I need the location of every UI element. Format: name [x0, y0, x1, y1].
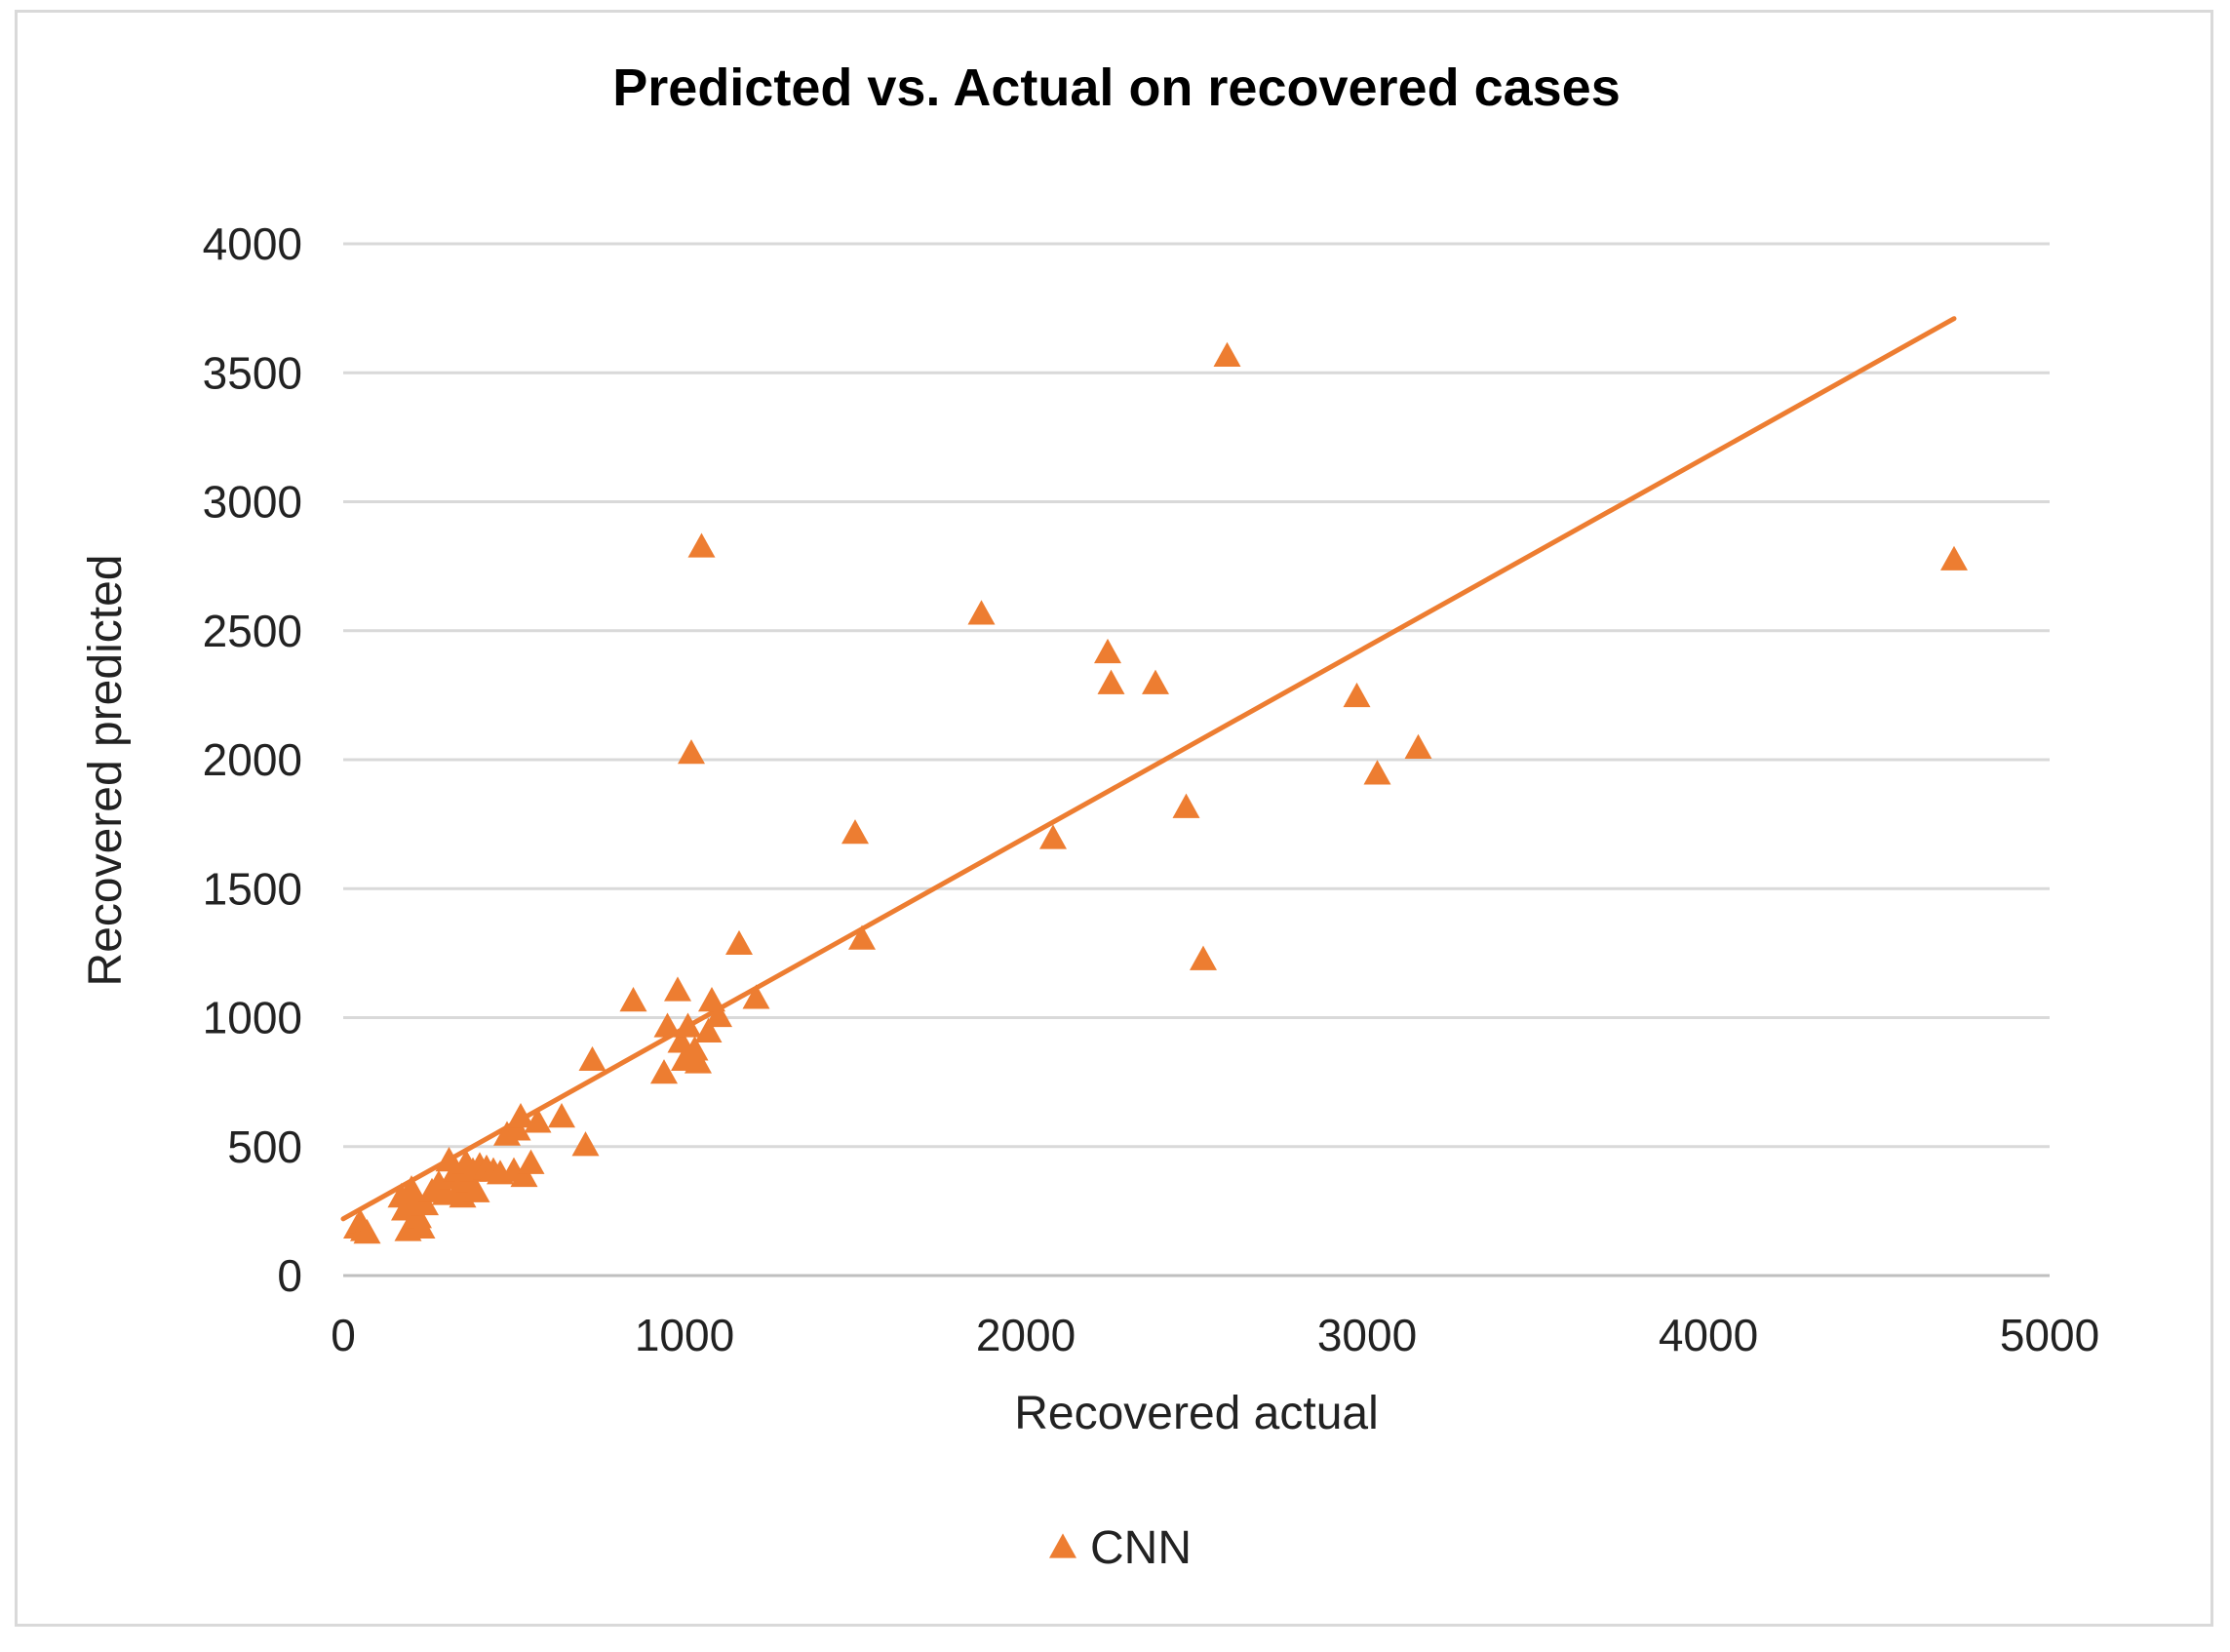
x-tick-labels: 0 1000 2000 3000 4000 5000 [331, 1310, 2099, 1360]
y-tick-label: 0 [277, 1250, 302, 1301]
chart-title: Predicted vs. Actual on recovered cases [612, 59, 1621, 117]
y-tick-label: 2500 [203, 606, 302, 656]
data-point [667, 1028, 695, 1053]
legend-marker-triangle-icon [1049, 1533, 1076, 1558]
data-point [578, 1045, 606, 1072]
data-point [1190, 945, 1217, 970]
x-axis-label: Recovered actual [1014, 1388, 1379, 1439]
data-point [1343, 682, 1371, 708]
data-point [725, 929, 753, 956]
x-tick-label: 1000 [635, 1310, 734, 1360]
legend: CNN [1049, 1522, 1192, 1574]
data-point [681, 1036, 709, 1061]
x-tick-label: 4000 [1659, 1310, 1758, 1360]
data-point [967, 600, 996, 625]
data-point [548, 1103, 575, 1128]
data-point [1404, 733, 1432, 759]
legend-label: CNN [1090, 1522, 1192, 1574]
x-tick-label: 0 [331, 1310, 356, 1360]
y-tick-label: 500 [227, 1121, 302, 1172]
data-point [674, 1012, 702, 1038]
data-point [1213, 341, 1241, 367]
y-tick-label: 3000 [203, 477, 302, 528]
gridlines [343, 242, 2050, 1149]
data-points [343, 341, 1968, 1244]
data-point [653, 1012, 682, 1038]
data-point [664, 976, 691, 1002]
data-point [503, 1116, 531, 1141]
data-point [687, 532, 716, 558]
y-axis-label: Recovered predicted [80, 555, 132, 987]
data-point [398, 1175, 425, 1200]
data-point [678, 739, 705, 765]
data-point [510, 1161, 538, 1188]
data-point [650, 1059, 678, 1084]
data-point [1172, 793, 1200, 818]
data-point [685, 1048, 712, 1074]
data-point [619, 987, 647, 1012]
y-tick-label: 1000 [203, 993, 302, 1043]
data-point [524, 1108, 552, 1133]
data-point [841, 819, 869, 845]
y-tick-labels: 0 500 1000 1500 2000 2500 3000 3500 4000 [203, 218, 302, 1301]
data-point [517, 1149, 545, 1174]
y-tick-label: 3500 [203, 347, 302, 398]
data-point [1039, 824, 1067, 849]
data-point [408, 1213, 436, 1239]
data-point [1940, 545, 1968, 570]
trendline [340, 316, 1957, 1222]
data-point [411, 1190, 439, 1216]
data-point [353, 1219, 381, 1244]
y-tick-label: 4000 [203, 218, 302, 269]
x-tick-label: 2000 [976, 1310, 1076, 1360]
data-point [705, 1002, 732, 1028]
data-point [1363, 760, 1391, 785]
data-point [848, 924, 876, 950]
x-tick-label: 3000 [1317, 1310, 1417, 1360]
data-point [507, 1103, 534, 1128]
data-point [742, 984, 770, 1009]
data-point [1097, 669, 1125, 694]
data-point [694, 1017, 723, 1042]
data-point [1142, 669, 1169, 694]
data-point [462, 1177, 490, 1202]
y-tick-label: 1500 [203, 863, 302, 914]
data-point [1094, 638, 1121, 664]
y-tick-label: 2000 [203, 734, 302, 785]
x-tick-label: 5000 [2000, 1310, 2099, 1360]
chart-frame [15, 10, 2213, 1627]
data-point [571, 1131, 600, 1157]
